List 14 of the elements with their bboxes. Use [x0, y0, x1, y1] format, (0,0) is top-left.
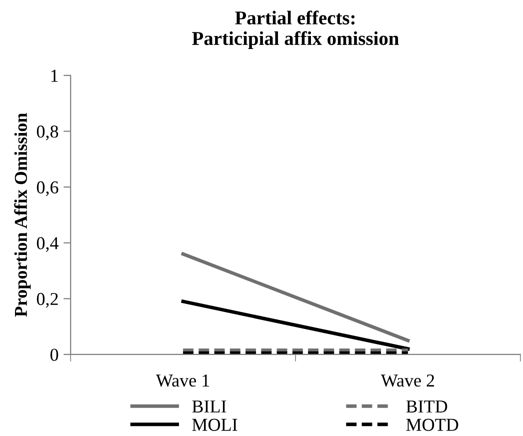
x-tick-label: Wave 2 [380, 374, 434, 387]
y-tick-label: 0,4 [36, 237, 59, 252]
legend-label: BILI [192, 400, 226, 412]
y-tick-label: 0,2 [36, 292, 58, 308]
y-tick-label: 0,8 [36, 125, 58, 140]
y-axis-title: Proportion Affix Omission [14, 113, 31, 317]
legend-label: BITD [406, 400, 448, 412]
legend-label: MOTD [406, 418, 458, 431]
legend-label: MOLI [192, 418, 238, 431]
y-tick-label: 1 [51, 70, 58, 82]
x-tick-label: Wave 1 [156, 374, 210, 387]
y-tick-label: 0 [50, 348, 58, 361]
y-tick-label: 0,6 [36, 181, 58, 196]
chart-title: Partial effects: Participial affix omission [192, 10, 399, 50]
